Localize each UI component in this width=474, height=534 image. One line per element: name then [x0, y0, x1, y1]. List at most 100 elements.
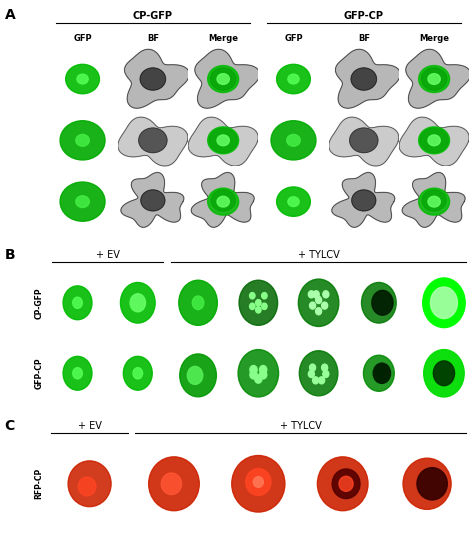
Circle shape: [316, 296, 321, 303]
Text: CP-GFP: CP-GFP: [35, 287, 44, 319]
Circle shape: [271, 121, 316, 160]
Circle shape: [250, 303, 255, 310]
Text: I: I: [171, 328, 173, 334]
Circle shape: [428, 196, 440, 207]
Circle shape: [288, 197, 299, 207]
Circle shape: [133, 367, 143, 379]
Circle shape: [262, 293, 267, 299]
Circle shape: [332, 469, 360, 499]
Circle shape: [319, 377, 325, 384]
Circle shape: [309, 371, 314, 378]
Circle shape: [180, 354, 217, 397]
Circle shape: [250, 293, 255, 299]
Circle shape: [419, 66, 449, 92]
Circle shape: [298, 279, 339, 326]
Circle shape: [277, 64, 310, 94]
Circle shape: [63, 286, 92, 320]
Circle shape: [299, 351, 338, 396]
Circle shape: [66, 64, 100, 94]
Circle shape: [312, 377, 319, 384]
Circle shape: [76, 135, 89, 146]
Text: IV: IV: [352, 328, 360, 334]
Text: V: V: [412, 399, 418, 405]
Circle shape: [433, 361, 455, 386]
Circle shape: [417, 468, 447, 500]
Circle shape: [352, 190, 376, 211]
Circle shape: [362, 282, 396, 323]
Circle shape: [250, 371, 257, 379]
Circle shape: [60, 182, 105, 221]
Circle shape: [288, 74, 299, 84]
Text: A: A: [5, 8, 16, 22]
Circle shape: [403, 458, 451, 509]
Text: BF: BF: [358, 34, 370, 43]
Circle shape: [321, 302, 328, 309]
Text: + EV: + EV: [78, 421, 101, 431]
Circle shape: [208, 188, 238, 215]
Text: III: III: [292, 399, 299, 405]
Text: + TYLCV: + TYLCV: [298, 250, 339, 260]
Circle shape: [318, 457, 368, 511]
Circle shape: [373, 363, 391, 383]
Text: GFP-CP: GFP-CP: [35, 357, 44, 389]
Circle shape: [255, 375, 262, 383]
Text: Merge: Merge: [208, 34, 238, 43]
Circle shape: [255, 300, 261, 306]
Circle shape: [323, 371, 329, 378]
Circle shape: [420, 128, 448, 153]
Polygon shape: [118, 117, 188, 166]
Polygon shape: [191, 172, 254, 227]
Circle shape: [287, 135, 300, 146]
Circle shape: [123, 356, 152, 390]
Polygon shape: [125, 49, 190, 108]
Circle shape: [139, 128, 167, 153]
Polygon shape: [188, 117, 258, 166]
Circle shape: [209, 128, 237, 153]
Circle shape: [210, 68, 236, 90]
Text: GFP-CP: GFP-CP: [344, 11, 384, 21]
Circle shape: [339, 476, 353, 491]
Polygon shape: [332, 172, 395, 227]
Circle shape: [351, 68, 376, 90]
Circle shape: [255, 307, 261, 313]
Circle shape: [217, 196, 229, 207]
Circle shape: [262, 303, 267, 310]
Text: + TYLCV: + TYLCV: [280, 421, 321, 431]
Text: V: V: [412, 328, 418, 334]
Text: III: III: [292, 328, 299, 334]
Circle shape: [253, 477, 264, 488]
Circle shape: [260, 371, 267, 379]
Circle shape: [68, 461, 111, 507]
Circle shape: [250, 365, 257, 374]
Circle shape: [60, 121, 105, 160]
Circle shape: [421, 68, 447, 90]
Circle shape: [430, 287, 457, 319]
Polygon shape: [336, 49, 401, 108]
Circle shape: [217, 135, 229, 146]
Circle shape: [73, 367, 82, 379]
Circle shape: [428, 74, 440, 84]
Circle shape: [364, 355, 394, 391]
Circle shape: [309, 291, 314, 298]
Text: + EV: + EV: [96, 250, 119, 260]
Circle shape: [419, 127, 449, 154]
Circle shape: [422, 190, 446, 211]
Circle shape: [238, 350, 279, 397]
Circle shape: [141, 190, 165, 211]
Circle shape: [277, 187, 310, 216]
Circle shape: [161, 473, 182, 494]
Circle shape: [323, 291, 329, 298]
Circle shape: [130, 294, 146, 312]
Circle shape: [187, 366, 203, 384]
Circle shape: [419, 188, 449, 215]
Text: II: II: [231, 328, 236, 334]
Text: I: I: [171, 399, 173, 405]
Circle shape: [310, 302, 316, 309]
Circle shape: [208, 66, 238, 92]
Circle shape: [246, 468, 271, 496]
Circle shape: [149, 457, 199, 511]
Circle shape: [310, 364, 316, 371]
Polygon shape: [329, 117, 399, 166]
Circle shape: [63, 356, 92, 390]
Circle shape: [211, 190, 235, 211]
